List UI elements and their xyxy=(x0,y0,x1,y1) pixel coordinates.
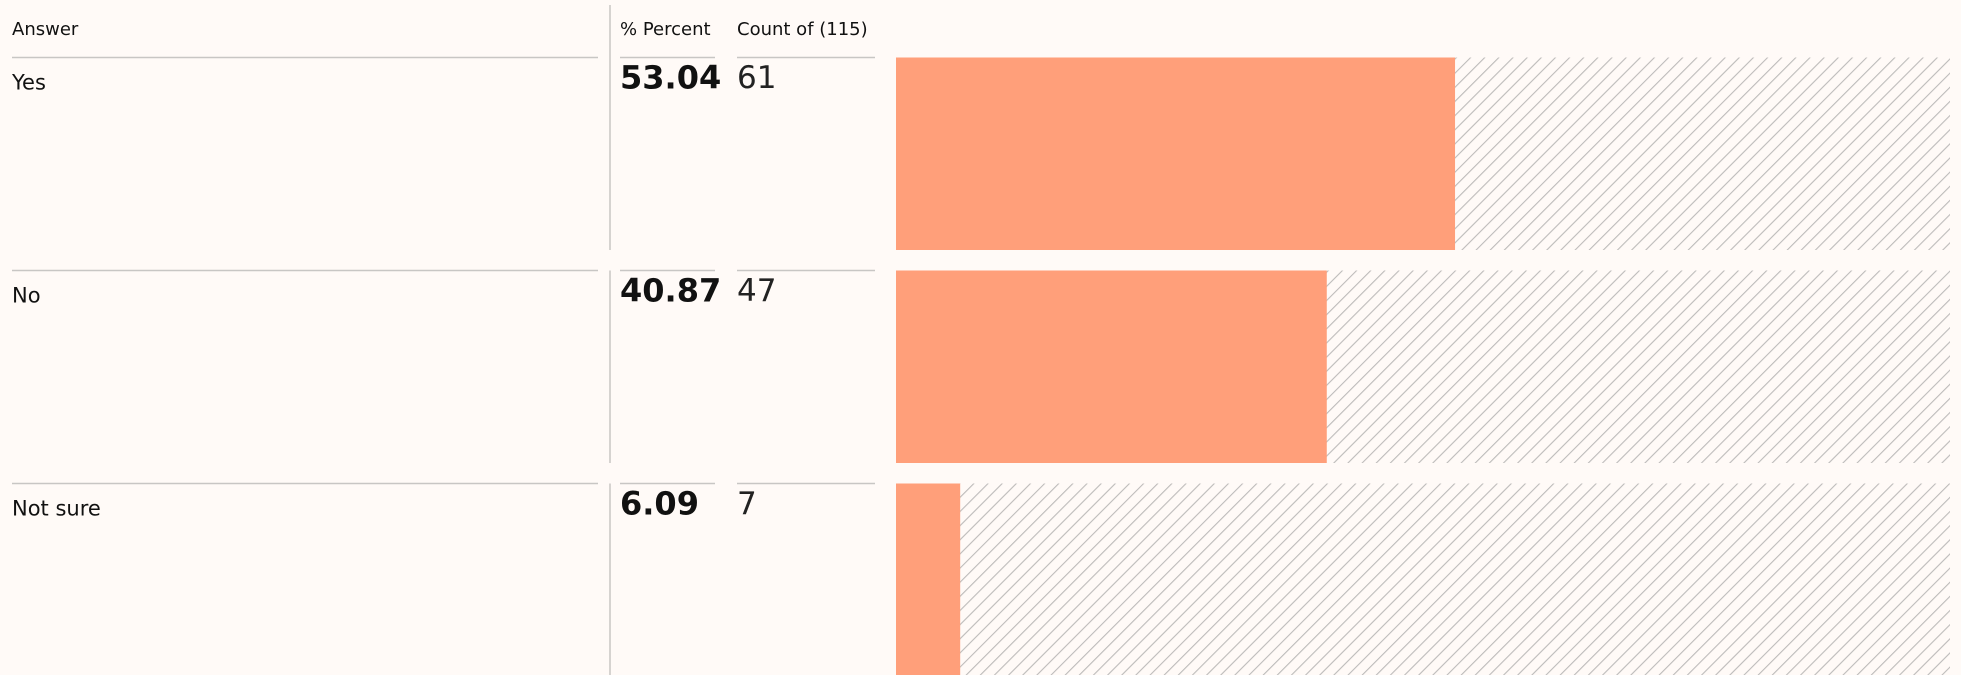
bar-track xyxy=(896,483,1950,675)
bar xyxy=(896,483,961,675)
percent-value: 53.04 xyxy=(620,59,721,97)
percent-value: 40.87 xyxy=(620,272,721,310)
bar xyxy=(896,57,1456,250)
answer-label: Yes xyxy=(11,71,46,95)
header-answer: Answer xyxy=(12,19,79,40)
header-percent: % Percent xyxy=(620,19,711,40)
bar xyxy=(896,270,1327,463)
count-value: 47 xyxy=(737,273,776,309)
answer-label: Not sure xyxy=(12,497,101,521)
answer-label: No xyxy=(12,284,41,308)
count-value: 7 xyxy=(737,486,757,522)
count-value: 61 xyxy=(737,60,776,96)
percent-value: 6.09 xyxy=(620,485,699,523)
header-count: Count of (115) xyxy=(737,19,868,40)
